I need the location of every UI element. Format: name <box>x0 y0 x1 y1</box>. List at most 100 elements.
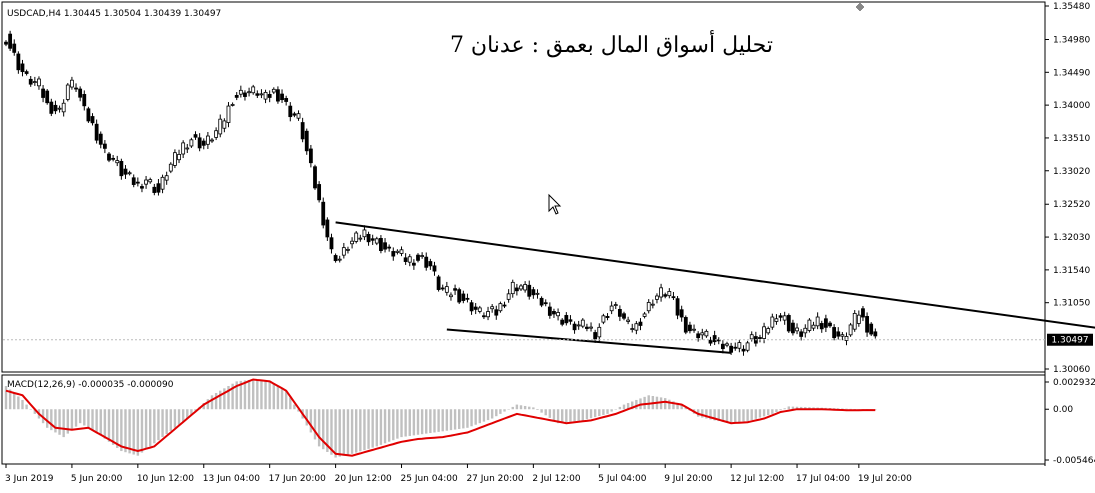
candle-body <box>271 88 276 93</box>
candle-body <box>308 148 313 164</box>
time-tick-label: 17 Jun 20:00 <box>269 474 326 484</box>
candle-body <box>168 163 173 172</box>
candle-body <box>502 304 507 307</box>
macd-histogram-bar <box>495 409 498 417</box>
candle-body <box>791 322 795 334</box>
candle-body <box>720 343 725 350</box>
candle-body <box>667 291 672 297</box>
candle-body <box>94 123 99 141</box>
macd-histogram-bar <box>738 409 741 423</box>
macd-histogram-bar <box>511 406 514 410</box>
macd-signal <box>5 378 876 457</box>
candle-body <box>527 284 532 297</box>
trendline-lower <box>446 328 732 354</box>
candle-body <box>32 81 37 83</box>
macd-histogram-bar <box>346 409 350 455</box>
macd-histogram-bar <box>750 409 753 421</box>
candle-body <box>585 326 589 329</box>
candle-body <box>708 339 713 344</box>
candle-body <box>778 315 783 318</box>
macd-histogram-bar <box>758 409 762 418</box>
macd-histogram-bar <box>659 397 663 410</box>
candle-body <box>90 116 95 124</box>
time-tick-label: 5 Jul 04:00 <box>598 474 647 484</box>
macd-histogram-bar <box>503 409 506 412</box>
candle-body <box>255 93 260 96</box>
candle-body <box>201 140 206 146</box>
macd-histogram-bar <box>528 406 531 410</box>
candle-body <box>37 78 41 87</box>
macd-histogram-bar <box>614 409 617 410</box>
macd-histogram-bar <box>593 409 597 418</box>
macd-histogram-bar <box>243 380 247 410</box>
macd-histogram-bar <box>676 402 679 410</box>
candle-body <box>210 139 214 142</box>
macd-histogram-bar <box>552 409 556 421</box>
candle-body <box>152 186 157 193</box>
candle-body <box>844 336 849 341</box>
candle-body <box>28 78 33 85</box>
macd-histogram-bar <box>83 409 86 426</box>
macd-histogram-bar <box>140 409 144 453</box>
macd-histogram-bar <box>169 409 172 431</box>
time-tick-label: 5 Jun 20:00 <box>71 474 123 484</box>
candle-body <box>230 104 235 106</box>
candle-body <box>617 308 622 317</box>
macd-histogram-bar <box>779 409 782 411</box>
candle-body <box>803 327 808 334</box>
candle-body <box>337 258 342 261</box>
candle-body <box>82 94 87 107</box>
candle-body <box>486 311 490 318</box>
macd-histogram-bar <box>775 409 778 413</box>
candle-body <box>704 330 709 337</box>
candle-body <box>852 313 857 330</box>
macd-histogram-bar <box>21 399 24 410</box>
candle-body <box>263 91 268 100</box>
candle-body <box>712 335 717 343</box>
trendline-upper <box>335 221 1095 329</box>
macd-histogram-bar <box>626 403 630 410</box>
candle-body <box>119 160 124 177</box>
macd-histogram-bar <box>462 409 465 429</box>
candle-body <box>123 168 128 175</box>
macd-histogram-bar <box>161 409 164 438</box>
macd-histogram-bar <box>326 409 329 452</box>
candle-body <box>692 328 696 331</box>
candle-body <box>251 86 256 94</box>
arrow-cursor-icon <box>548 193 562 215</box>
macd-histogram-bar <box>116 409 119 448</box>
macd-histogram-bar <box>103 409 107 439</box>
candle-body <box>102 143 107 149</box>
macd-histogram-bar <box>153 409 156 444</box>
candle-body <box>716 339 721 342</box>
macd-histogram-bar <box>565 409 568 423</box>
candle-body <box>795 327 799 332</box>
candle-body <box>189 139 194 147</box>
macd-histogram-bar <box>717 409 720 422</box>
candle-body <box>78 88 83 98</box>
candle-body <box>473 306 478 310</box>
macd-histogram-bar <box>532 407 535 410</box>
macd-histogram-bar <box>375 409 378 447</box>
candle-body <box>362 229 367 238</box>
macd-signal-line <box>5 378 876 457</box>
candle-body <box>140 186 144 189</box>
macd-histogram-bar <box>767 409 770 416</box>
candle-body <box>856 314 861 324</box>
candle-body <box>428 261 433 267</box>
macd-histogram-bar <box>276 386 280 410</box>
macd-histogram-bar <box>598 409 601 417</box>
candle-body <box>432 265 437 272</box>
trendlines-group[interactable] <box>335 221 1095 354</box>
candle-body <box>49 101 54 114</box>
candle-body <box>663 294 668 297</box>
candle-body <box>45 90 50 104</box>
macd-histogram-bar <box>445 409 449 431</box>
candle-body <box>498 303 503 312</box>
candle-body <box>144 179 148 185</box>
macd-histogram-bar <box>441 409 444 432</box>
candle-body <box>160 176 165 190</box>
candle-body <box>193 134 198 138</box>
candle-body <box>333 255 338 262</box>
